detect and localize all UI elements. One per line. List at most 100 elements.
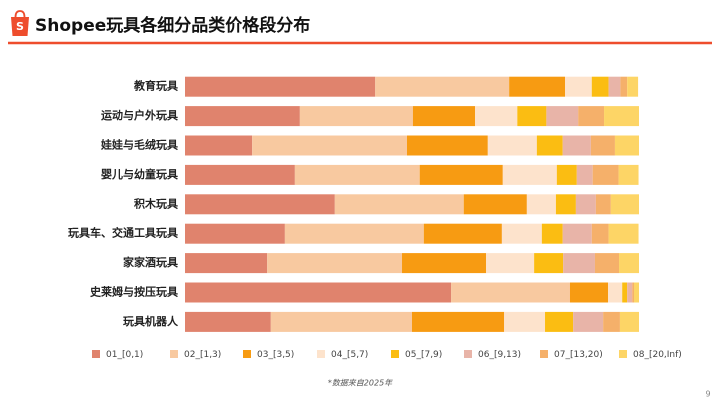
- bar-segment: [604, 106, 639, 127]
- bar-segment: [451, 282, 570, 303]
- category-label: 家家酒玩具: [123, 255, 178, 269]
- legend-label: 02_[1,3): [184, 350, 221, 360]
- category-label: 积木玩具: [134, 196, 178, 210]
- bar-segment: [590, 135, 615, 156]
- bar-segment: [610, 194, 639, 215]
- svg-text:S: S: [16, 20, 24, 33]
- bar-segment: [564, 76, 592, 97]
- bar-segment: [591, 223, 609, 244]
- bar-segment: [252, 135, 408, 156]
- bar-segment: [412, 311, 505, 332]
- bar-segment: [475, 106, 518, 127]
- legend-label: 03_[3,5): [257, 350, 294, 360]
- bar-segment: [541, 223, 563, 244]
- legend-swatch: [391, 350, 399, 358]
- bar-segment: [375, 76, 510, 97]
- bar-segment: [407, 135, 488, 156]
- bar-segment: [618, 164, 639, 185]
- bar-segment: [578, 106, 605, 127]
- legend-swatch: [92, 350, 100, 358]
- bar-segment: [563, 253, 595, 274]
- bar-segment: [575, 194, 596, 215]
- bar-segment: [608, 223, 639, 244]
- bar-segment: [185, 76, 376, 97]
- bar-segment: [592, 164, 619, 185]
- legend-label: 08_[20,Inf): [633, 350, 682, 360]
- legend-label: 05_[7,9): [405, 350, 442, 360]
- legend-label: 07_[13,20): [554, 350, 603, 360]
- category-label: 史莱姆与按压玩具: [90, 285, 178, 299]
- bar-segment: [619, 253, 639, 274]
- bar-segment: [504, 311, 546, 332]
- bar-segment: [185, 223, 285, 244]
- legend-swatch: [243, 350, 251, 358]
- bar-segment: [526, 194, 556, 215]
- bar-segment: [517, 106, 547, 127]
- bar-segment: [619, 311, 639, 332]
- bar-segment: [534, 253, 564, 274]
- bar-segment: [603, 311, 620, 332]
- bar-segment: [620, 76, 628, 97]
- bar-segment: [502, 164, 557, 185]
- bar-segment: [299, 106, 413, 127]
- bar-segment: [608, 282, 623, 303]
- bar-segment: [627, 282, 633, 303]
- category-label: 运动与户外玩具: [101, 108, 178, 122]
- legend-swatch: [540, 350, 548, 358]
- bar-segment: [556, 164, 577, 185]
- bar-segment: [573, 311, 604, 332]
- legend-label: 06_[9,13): [478, 350, 521, 360]
- bar-segment: [627, 76, 639, 97]
- bar-segment: [594, 253, 620, 274]
- page-number: 9: [705, 390, 710, 399]
- bar-segment: [334, 194, 464, 215]
- chart-title: Shopee玩具各细分品类价格段分布: [35, 15, 310, 36]
- bar-segment: [622, 282, 628, 303]
- legend-swatch: [619, 350, 627, 358]
- category-label: 玩具机器人: [123, 314, 179, 328]
- footnote: *数据来自2025年: [328, 379, 393, 388]
- bar-segment: [185, 253, 268, 274]
- bar-segment: [634, 282, 639, 303]
- bar-segment: [562, 223, 592, 244]
- bar-segment: [614, 135, 639, 156]
- bar-segment: [294, 164, 420, 185]
- bar-segment: [270, 311, 412, 332]
- logo: S: [11, 10, 29, 36]
- bar-segment: [632, 282, 635, 303]
- bar-segment: [509, 76, 565, 97]
- bar-segment: [185, 311, 271, 332]
- bar-segment: [185, 282, 452, 303]
- bar-segment: [185, 164, 295, 185]
- legend-swatch: [317, 350, 325, 358]
- bar-segment: [576, 164, 593, 185]
- legend-swatch: [464, 350, 472, 358]
- legend-swatch: [170, 350, 178, 358]
- bar-segment: [267, 253, 403, 274]
- bar-segment: [562, 135, 591, 156]
- bar-segment: [402, 253, 487, 274]
- bar-segment: [486, 253, 535, 274]
- bar-segment: [463, 194, 527, 215]
- category-label: 教育玩具: [133, 79, 178, 93]
- category-label: 婴儿与幼童玩具: [101, 167, 178, 181]
- bar-segment: [546, 106, 579, 127]
- bar-segment: [284, 223, 424, 244]
- bar-segment: [591, 76, 609, 97]
- bar-segment: [419, 164, 503, 185]
- legend-label: 04_[5,7): [331, 350, 368, 360]
- bar-segment: [569, 282, 609, 303]
- bar-segment: [595, 194, 611, 215]
- bar-segment: [412, 106, 476, 127]
- legend-label: 01_[0,1): [106, 350, 143, 360]
- bar-segment: [536, 135, 563, 156]
- bar-segment: [608, 76, 621, 97]
- bar-segment: [185, 135, 253, 156]
- bar-segment: [545, 311, 574, 332]
- bar-segment: [185, 106, 300, 127]
- bar-segment: [423, 223, 502, 244]
- category-label: 娃娃与毛绒玩具: [100, 138, 178, 152]
- category-label: 玩具车、交通工具玩具: [68, 226, 178, 240]
- bar-segment: [185, 194, 335, 215]
